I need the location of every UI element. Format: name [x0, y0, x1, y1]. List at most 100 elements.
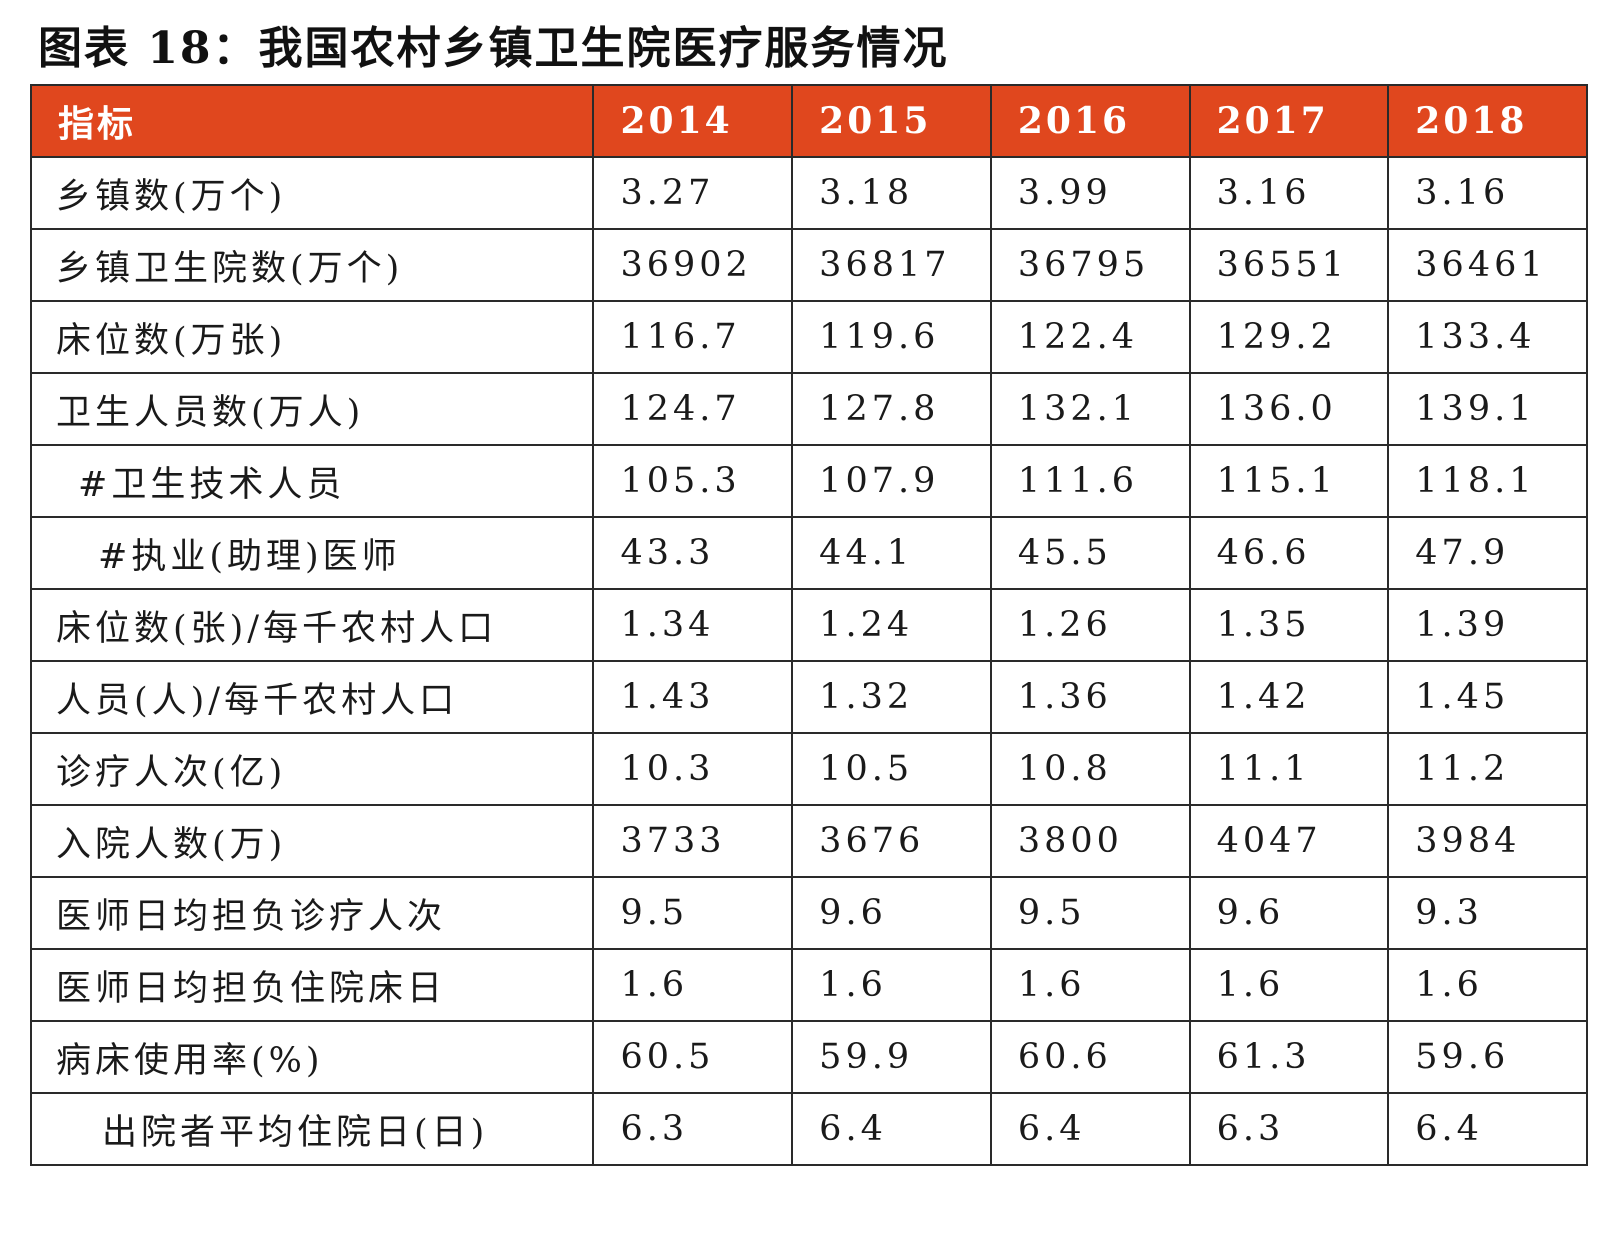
table-cell: 122.4 [989, 300, 1191, 374]
table-row: 出院者平均住院日(日) 6.3 6.4 6.4 6.3 6.4 [29, 1092, 1588, 1166]
table-cell: 1.6 [989, 948, 1191, 1022]
table-cell: 10.5 [791, 732, 992, 806]
table-cell: 1.39 [1387, 588, 1588, 662]
table-cell: 10.8 [989, 732, 1191, 806]
table-cell: 36902 [592, 228, 794, 302]
table-cell: 1.43 [592, 660, 794, 734]
table-cell: 1.24 [791, 588, 992, 662]
table-cell: 1.32 [791, 660, 992, 734]
row-label: 诊疗人次(亿) [29, 732, 595, 806]
table-row: 病床使用率(%) 60.5 59.9 60.6 61.3 59.6 [29, 1020, 1588, 1094]
table-cell: 107.9 [791, 444, 992, 518]
column-header-indicator: 指标 [29, 84, 595, 158]
table-cell: 9.6 [1188, 876, 1390, 950]
table-cell: 60.5 [592, 1020, 794, 1094]
table-row: 医师日均担负住院床日 1.6 1.6 1.6 1.6 1.6 [29, 948, 1588, 1022]
row-label: 人员(人)/每千农村人口 [29, 660, 595, 734]
table-cell: 11.1 [1188, 732, 1390, 806]
table-row: #卫生技术人员 105.3 107.9 111.6 115.1 118.1 [29, 444, 1588, 518]
page-title: 图表 18：我国农村乡镇卫生院医疗服务情况 [38, 23, 949, 74]
column-header-year: 2016 [989, 84, 1191, 158]
table-cell: 43.3 [592, 516, 794, 590]
table-cell: 1.36 [989, 660, 1191, 734]
table-cell: 6.3 [1188, 1092, 1390, 1166]
row-label: 入院人数(万) [29, 804, 595, 878]
table-cell: 44.1 [791, 516, 992, 590]
table-header-row: 指标 2014 2015 2016 2017 2018 [29, 84, 1588, 158]
table-cell: 116.7 [592, 300, 794, 374]
table-cell: 4047 [1188, 804, 1390, 878]
row-label: 医师日均担负住院床日 [29, 948, 595, 1022]
table-cell: 59.9 [791, 1020, 992, 1094]
table-row: 乡镇数(万个) 3.27 3.18 3.99 3.16 3.16 [29, 156, 1588, 230]
table-cell: 6.3 [592, 1092, 794, 1166]
table-cell: 1.35 [1188, 588, 1390, 662]
table-cell: 3.99 [989, 156, 1191, 230]
table-cell: 3.18 [791, 156, 992, 230]
row-label: #卫生技术人员 [29, 444, 595, 518]
medical-services-table: 指标 2014 2015 2016 2017 2018 乡镇数(万个) 3.27… [29, 84, 1588, 1166]
table-cell: 6.4 [989, 1092, 1191, 1166]
table-cell: 11.2 [1387, 732, 1588, 806]
row-label: 卫生人员数(万人) [29, 372, 595, 446]
table-row: 诊疗人次(亿) 10.3 10.5 10.8 11.1 11.2 [29, 732, 1588, 806]
table-cell: 61.3 [1188, 1020, 1390, 1094]
table-cell: 1.34 [592, 588, 794, 662]
table-cell: 3.16 [1387, 156, 1588, 230]
table-row: 床位数(张)/每千农村人口 1.34 1.24 1.26 1.35 1.39 [29, 588, 1588, 662]
table-cell: 36461 [1387, 228, 1588, 302]
table-row: 乡镇卫生院数(万个) 36902 36817 36795 36551 36461 [29, 228, 1588, 302]
table-cell: 1.45 [1387, 660, 1588, 734]
row-label: 乡镇卫生院数(万个) [29, 228, 595, 302]
row-label: 床位数(万张) [29, 300, 595, 374]
table-cell: 3676 [791, 804, 992, 878]
row-label: 医师日均担负诊疗人次 [29, 876, 595, 950]
table-cell: 9.6 [791, 876, 992, 950]
table-cell: 59.6 [1387, 1020, 1588, 1094]
table-cell: 60.6 [989, 1020, 1191, 1094]
table-cell: 3800 [989, 804, 1191, 878]
table-row: 医师日均担负诊疗人次 9.5 9.6 9.5 9.6 9.3 [29, 876, 1588, 950]
table-cell: 132.1 [989, 372, 1191, 446]
table-cell: 9.3 [1387, 876, 1588, 950]
table-cell: 111.6 [989, 444, 1191, 518]
table-cell: 1.6 [1387, 948, 1588, 1022]
table-cell: 133.4 [1387, 300, 1588, 374]
table-cell: 139.1 [1387, 372, 1588, 446]
table-row: 入院人数(万) 3733 3676 3800 4047 3984 [29, 804, 1588, 878]
row-label: #执业(助理)医师 [29, 516, 595, 590]
table-cell: 36817 [791, 228, 992, 302]
table-cell: 124.7 [592, 372, 794, 446]
table-cell: 9.5 [989, 876, 1191, 950]
table-cell: 129.2 [1188, 300, 1390, 374]
table-cell: 6.4 [1387, 1092, 1588, 1166]
table-cell: 3.16 [1188, 156, 1390, 230]
row-label: 乡镇数(万个) [29, 156, 595, 230]
row-label: 出院者平均住院日(日) [29, 1092, 595, 1166]
table-cell: 115.1 [1188, 444, 1390, 518]
row-label: 病床使用率(%) [29, 1020, 595, 1094]
table-cell: 1.26 [989, 588, 1191, 662]
table-cell: 1.42 [1188, 660, 1390, 734]
column-header-year: 2017 [1188, 84, 1390, 158]
table-cell: 9.5 [592, 876, 794, 950]
table-cell: 10.3 [592, 732, 794, 806]
table-cell: 36795 [989, 228, 1191, 302]
table-cell: 127.8 [791, 372, 992, 446]
table-row: #执业(助理)医师 43.3 44.1 45.5 46.6 47.9 [29, 516, 1588, 590]
column-header-year: 2015 [791, 84, 992, 158]
table-cell: 118.1 [1387, 444, 1588, 518]
table-cell: 3.27 [592, 156, 794, 230]
table-cell: 1.6 [1188, 948, 1390, 1022]
column-header-year: 2014 [592, 84, 794, 158]
table-cell: 45.5 [989, 516, 1191, 590]
table-cell: 47.9 [1387, 516, 1588, 590]
table-cell: 3733 [592, 804, 794, 878]
row-label: 床位数(张)/每千农村人口 [29, 588, 595, 662]
table-cell: 46.6 [1188, 516, 1390, 590]
table-row: 床位数(万张) 116.7 119.6 122.4 129.2 133.4 [29, 300, 1588, 374]
table-cell: 105.3 [592, 444, 794, 518]
table-cell: 136.0 [1188, 372, 1390, 446]
table-cell: 119.6 [791, 300, 992, 374]
column-header-year: 2018 [1387, 84, 1588, 158]
